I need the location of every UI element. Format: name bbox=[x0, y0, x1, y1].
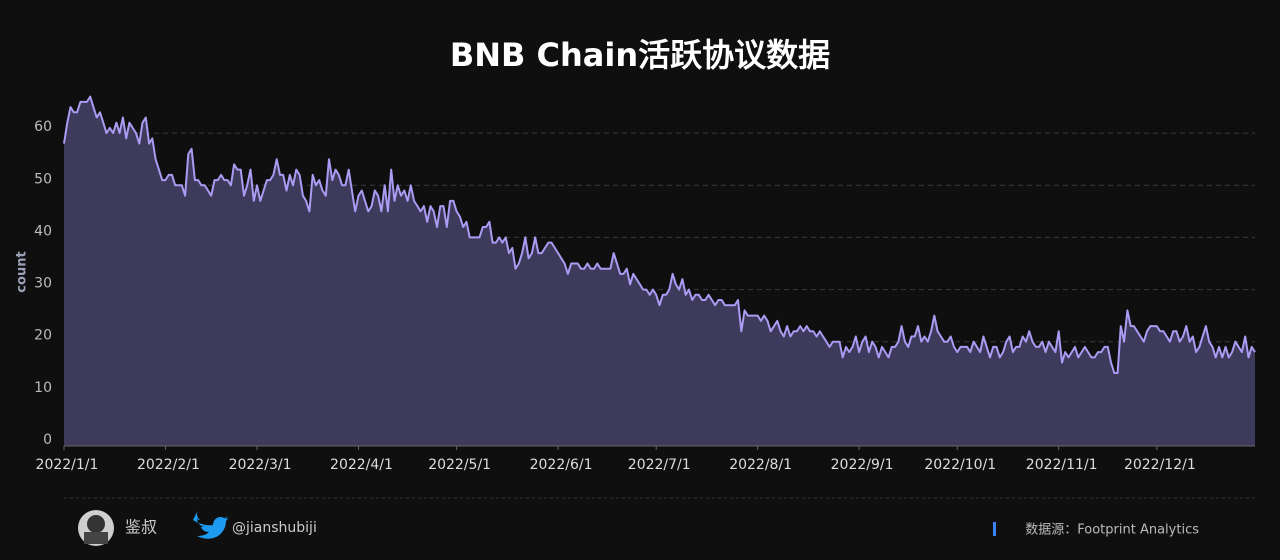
x-tick-label: 2022/3/1 bbox=[229, 457, 292, 473]
y-tick-label: 30 bbox=[34, 276, 52, 292]
y-tick-label: 40 bbox=[34, 223, 52, 239]
chart-title: BNB Chain活跃协议数据 bbox=[450, 36, 830, 74]
area bbox=[64, 96, 1255, 446]
y-axis-label: count bbox=[15, 251, 30, 292]
y-tick-label: 20 bbox=[34, 328, 52, 344]
y-tick-label: 60 bbox=[34, 119, 52, 135]
y-tick-label: 10 bbox=[34, 380, 52, 396]
twitter-handle: @jianshubiji bbox=[232, 520, 317, 536]
author: 鉴叔 bbox=[125, 518, 157, 537]
x-tick-label: 2022/2/1 bbox=[137, 457, 200, 473]
x-tick-label: 2022/10/1 bbox=[924, 457, 996, 473]
x-tick-label: 2022/9/1 bbox=[831, 457, 894, 473]
x-tick-label: 2022/11/1 bbox=[1026, 457, 1098, 473]
source-bar bbox=[993, 522, 996, 536]
x-tick-label: 2022/8/1 bbox=[729, 457, 792, 473]
x-tick-label: 2022/12/1 bbox=[1124, 457, 1196, 473]
twitter-icon bbox=[193, 510, 229, 539]
line bbox=[63, 95, 1256, 374]
avatar bbox=[78, 510, 114, 546]
source: 数据源：Footprint Analytics bbox=[1025, 523, 1199, 538]
y-tick-label: 50 bbox=[34, 171, 52, 187]
x-tick-label: 2022/4/1 bbox=[330, 457, 393, 473]
x-tick-label: 2022/5/1 bbox=[428, 457, 491, 473]
y-tick-label: 0 bbox=[43, 432, 52, 448]
x-tick-label: 2022/7/1 bbox=[628, 457, 691, 473]
x-tick-label: 2022/1/1 bbox=[36, 457, 99, 473]
x-tick-label: 2022/6/1 bbox=[530, 457, 593, 473]
